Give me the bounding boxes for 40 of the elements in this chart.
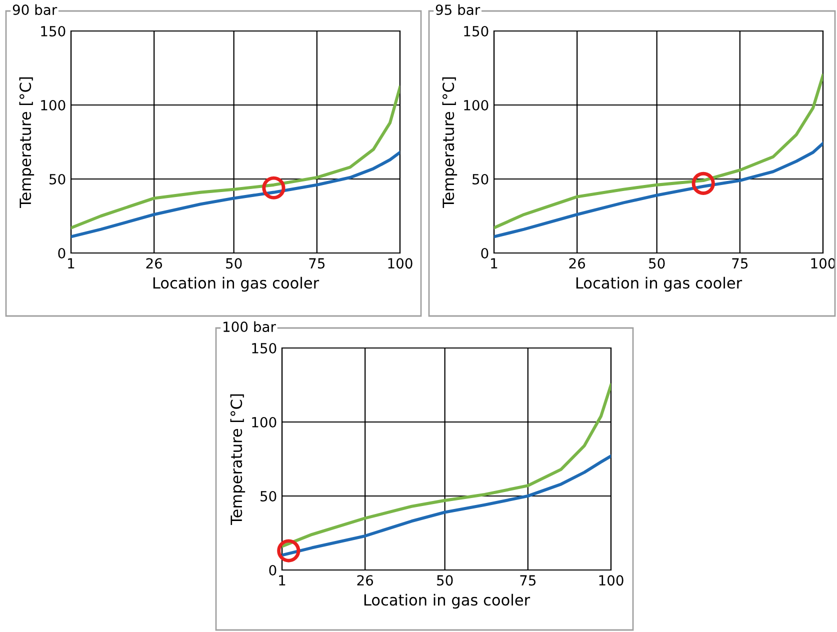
y-axis-title: Temperature [°C] xyxy=(19,77,34,208)
y-tick-label: 150 xyxy=(464,26,488,36)
line-series xyxy=(71,150,400,238)
x-tick-label: 50 xyxy=(437,575,453,586)
x-tick-label: 1 xyxy=(491,258,498,268)
y-tick-label: 150 xyxy=(252,342,276,354)
x-tick-label: 75 xyxy=(732,258,748,269)
x-axis-title: Location in gas cooler xyxy=(576,276,742,292)
x-tick-label: 26 xyxy=(569,258,586,269)
x-tick-label: 100 xyxy=(599,575,624,586)
x-tick-label: 75 xyxy=(309,258,325,269)
y-tick-label: 0 xyxy=(481,248,488,258)
y-tick-label: 0 xyxy=(269,564,276,576)
x-axis-title: Location in gas cooler xyxy=(364,594,530,609)
y-tick-label: 100 xyxy=(41,100,66,110)
line-series xyxy=(494,142,823,238)
y-tick-label: 100 xyxy=(252,416,276,428)
x-tick-label: 1 xyxy=(279,575,286,586)
x-tick-label: 75 xyxy=(520,575,536,586)
x-tick-label: 26 xyxy=(357,575,374,586)
y-axis-title: Temperature [°C] xyxy=(442,77,458,208)
chart-title: 90 bar xyxy=(12,4,58,16)
y-tick-label: 50 xyxy=(50,174,66,184)
x-tick-label: 50 xyxy=(649,258,665,269)
y-tick-label: 50 xyxy=(472,174,488,184)
y-axis-title: Temperature [°C] xyxy=(230,394,246,525)
y-tick-label: 100 xyxy=(464,100,488,110)
y-tick-label: 50 xyxy=(260,490,276,502)
line-series xyxy=(71,86,400,230)
line-series xyxy=(494,74,823,230)
x-tick-label: 100 xyxy=(811,258,836,269)
x-tick-label: 100 xyxy=(388,258,412,269)
y-tick-label: 0 xyxy=(58,248,66,258)
chart-title: 100 bar xyxy=(224,321,276,332)
x-tick-label: 50 xyxy=(226,258,242,269)
y-tick-label: 150 xyxy=(41,26,66,36)
chart-title: 95 bar xyxy=(436,4,480,16)
x-axis-title: Location in gas cooler xyxy=(153,276,320,292)
x-tick-label: 1 xyxy=(68,258,74,268)
x-tick-label: 26 xyxy=(146,258,162,269)
